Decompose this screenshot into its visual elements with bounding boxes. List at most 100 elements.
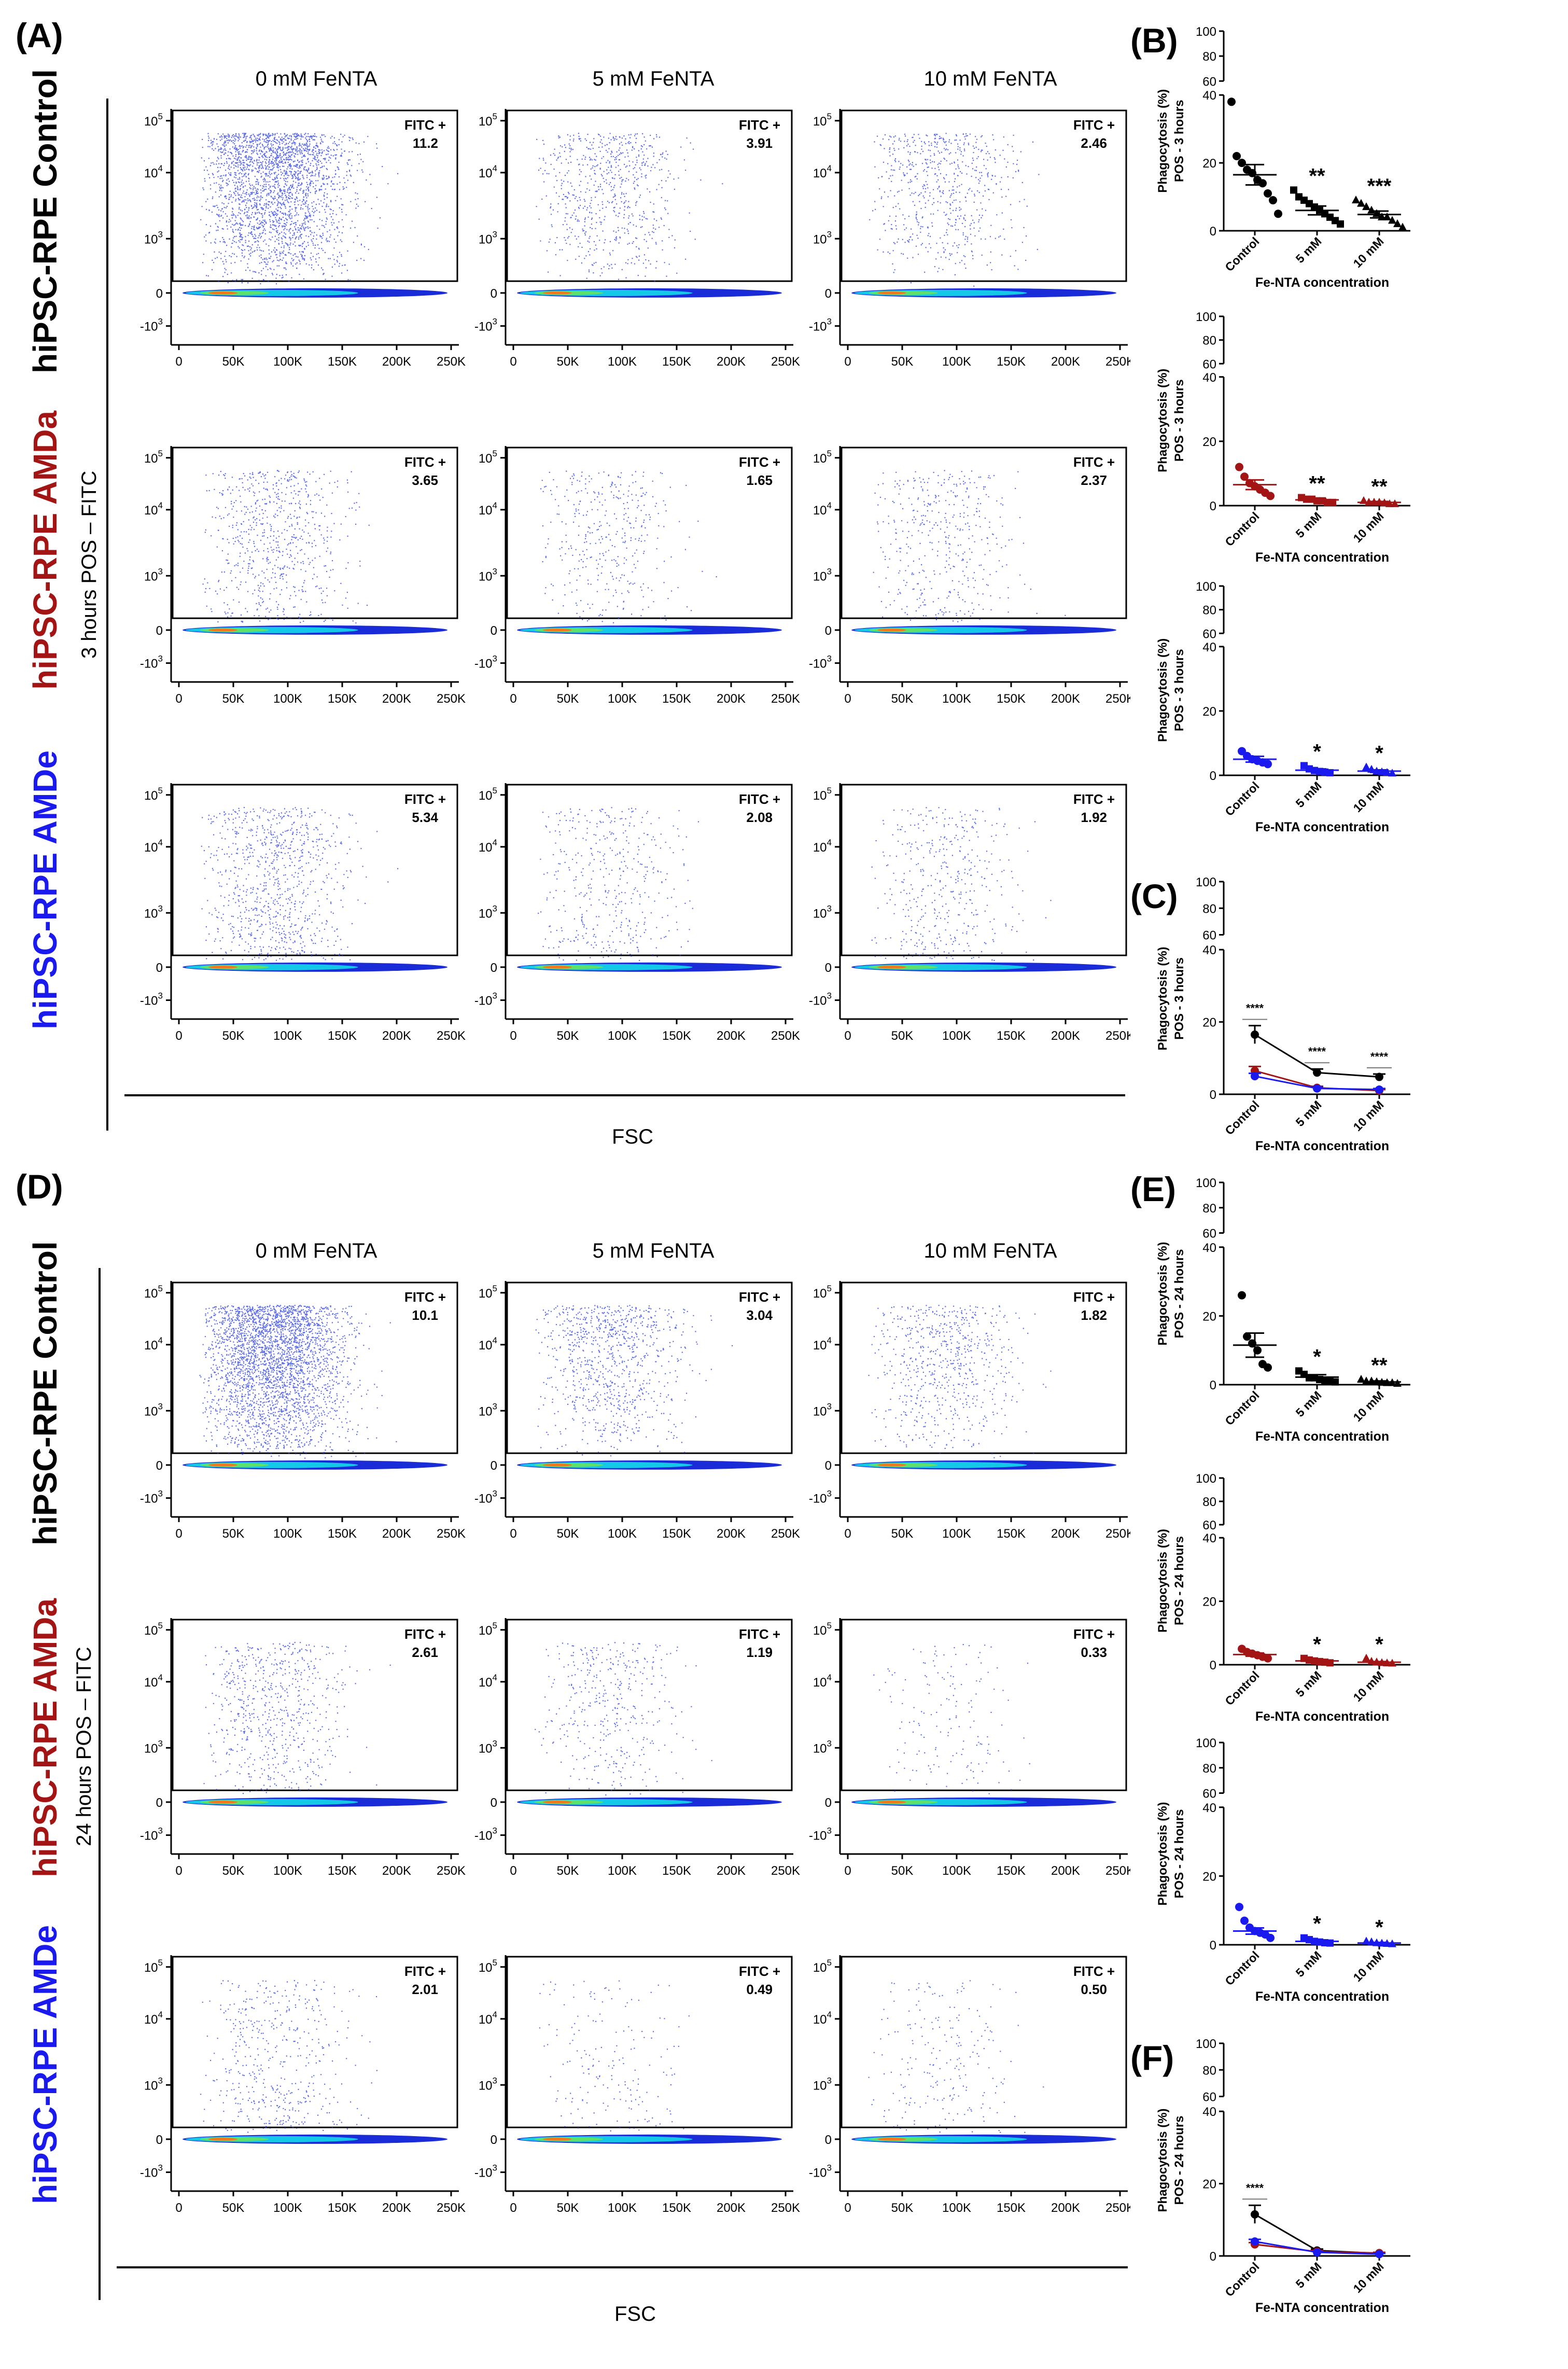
chart-y-tick-label: 80 xyxy=(1202,334,1216,348)
chart-y-label-2: POS - 24 hours xyxy=(1172,1809,1186,1898)
flow-plot-3h-r1-c2: 105 104 103 0 -103 0 50K 100K 150K 200K 250K FITC +… xyxy=(809,446,1130,706)
chart-x-label: Fe-NTA concentration xyxy=(1255,1139,1389,1153)
panel-label-e: (E) xyxy=(1130,1170,1176,1208)
flow-y-tick-label: 0 xyxy=(156,961,163,975)
chart-y-tick-label: 40 xyxy=(1202,2105,1216,2119)
flow-x-tick-label: 50K xyxy=(222,1527,245,1541)
line-c: 60 80 100 0 20 40 Phagocytosis (%) POS - 3 hour… xyxy=(1156,875,1410,1153)
flow-y-tick-label: -103 xyxy=(809,654,832,671)
flow-x-tick-label: 200K xyxy=(382,1029,411,1043)
flow-y-tick-label: 104 xyxy=(479,500,497,518)
flow-events xyxy=(535,1305,733,1457)
chart-y-tick-label: 40 xyxy=(1202,1801,1216,1815)
panel-label-c: (C) xyxy=(1130,877,1178,915)
flow-y-tick-label: 105 xyxy=(479,1958,497,1975)
flow-x-tick-label: 100K xyxy=(273,2201,302,2215)
flow-x-tick-label: 150K xyxy=(997,692,1026,706)
gate-value: 2.01 xyxy=(412,1982,438,1997)
flow-y-tick-label: 104 xyxy=(813,500,832,518)
flow-y-tick-label: 105 xyxy=(144,449,163,466)
flow-y-tick-label: 103 xyxy=(813,1738,832,1755)
data-point xyxy=(1393,1379,1402,1387)
data-point xyxy=(1235,1903,1243,1912)
chart-y-tick-label: 0 xyxy=(1210,1939,1216,1953)
panel-label-d: (D) xyxy=(16,1167,63,1206)
significance-mark: * xyxy=(1313,1345,1321,1368)
flow-x-tick-label: 0 xyxy=(175,692,182,706)
chart-y-tick-label: 80 xyxy=(1202,604,1216,618)
flow-x-tick-label: 150K xyxy=(662,1029,691,1043)
chart-x-label: Fe-NTA concentration xyxy=(1255,1429,1389,1444)
x-frame-3h xyxy=(124,1094,1125,1096)
chart-y-label: Phagocytosis (%) xyxy=(1156,89,1170,193)
chart-y-tick-label: 40 xyxy=(1202,640,1216,654)
flow-x-tick-label: 0 xyxy=(175,355,182,369)
data-point xyxy=(1264,189,1272,198)
flow-y-tick-label: 103 xyxy=(144,229,163,246)
flow-x-tick-label: 150K xyxy=(662,2201,691,2215)
panel-label-f: (F) xyxy=(1130,2039,1174,2077)
flow-y-tick-label: -103 xyxy=(140,2163,163,2180)
chart-category-label: 5 mM xyxy=(1293,1098,1324,1129)
flow-x-tick-label: 50K xyxy=(891,1029,914,1043)
flow-y-tick-label: 105 xyxy=(813,449,832,466)
gate-value: 0.33 xyxy=(1081,1645,1107,1660)
flow-events xyxy=(199,1305,397,1459)
flow-y-tick-label: 103 xyxy=(813,2075,832,2093)
flow-x-tick-label: 200K xyxy=(382,2201,411,2215)
flow-events xyxy=(203,1642,391,1794)
chart-y-tick-label: 60 xyxy=(1202,2091,1216,2105)
flow-x-tick-label: 250K xyxy=(771,1864,800,1878)
flow-y-tick-label: 0 xyxy=(491,2133,497,2147)
flow-x-tick-label: 50K xyxy=(891,1527,914,1541)
chart-y-tick-label: 80 xyxy=(1202,1495,1216,1509)
negative-population-peak xyxy=(543,1800,572,1804)
significance-mark: * xyxy=(1375,1633,1383,1656)
flow-y-tick-label: -103 xyxy=(140,654,163,671)
flow-x-tick-label: 100K xyxy=(942,355,971,369)
scatter-b-amde: 60 80 100 0 20 40 Phagocytosis (%) POS - 3 hour… xyxy=(1156,580,1410,834)
flow-plot-24h-r0-c2: 105 104 103 0 -103 0 50K 100K 150K 200K 250K FITC +… xyxy=(809,1281,1130,1541)
flow-x-tick-label: 0 xyxy=(844,1864,851,1878)
flow-x-tick-label: 150K xyxy=(662,1864,691,1878)
significance-mark: * xyxy=(1375,1916,1383,1939)
flow-x-tick-label: 0 xyxy=(175,1527,182,1541)
flow-x-tick-label: 100K xyxy=(608,1864,637,1878)
flow-y-tick-label: 0 xyxy=(491,1459,497,1473)
flow-x-tick-label: 0 xyxy=(175,1864,182,1878)
flow-x-tick-label: 200K xyxy=(717,355,746,369)
flow-events xyxy=(200,133,399,285)
chart-y-tick-label: 20 xyxy=(1202,435,1216,449)
data-point xyxy=(1238,1291,1246,1300)
flow-x-tick-label: 0 xyxy=(844,1527,851,1541)
flow-events xyxy=(536,133,723,282)
flow-x-tick-label: 150K xyxy=(997,2201,1026,2215)
flow-x-tick-label: 200K xyxy=(1051,2201,1080,2215)
flow-y-tick-label: 105 xyxy=(144,786,163,803)
flow-y-tick-label: 103 xyxy=(479,229,497,246)
flow-y-tick-label: 0 xyxy=(156,1796,163,1810)
flow-x-tick-label: 150K xyxy=(997,355,1026,369)
data-point xyxy=(1388,216,1396,224)
chart-x-label: Fe-NTA concentration xyxy=(1255,1709,1389,1724)
flow-x-tick-label: 50K xyxy=(222,1864,245,1878)
flow-x-tick-label: 100K xyxy=(608,1029,637,1043)
flow-x-tick-label: 0 xyxy=(510,1864,516,1878)
flow-x-tick-label: 50K xyxy=(891,692,914,706)
chart-y-tick-label: 80 xyxy=(1202,902,1216,916)
flow-y-tick-label: 0 xyxy=(491,961,497,975)
flow-x-tick-label: 100K xyxy=(273,355,302,369)
flow-y-tick-label: 103 xyxy=(144,1738,163,1755)
chart-x-label: Fe-NTA concentration xyxy=(1255,275,1389,290)
data-point xyxy=(1398,222,1407,231)
chart-category-label: Control xyxy=(1222,1948,1262,1988)
col-header-5mm-24h: 5 mM FeNTA xyxy=(592,1239,715,1262)
flow-y-tick-label: 0 xyxy=(156,1459,163,1473)
flow-x-tick-label: 100K xyxy=(942,692,971,706)
chart-category-label: 10 mM xyxy=(1351,1098,1387,1134)
flow-y-tick-label: -103 xyxy=(140,991,163,1008)
flow-y-tick-label: 103 xyxy=(479,903,497,921)
flow-x-tick-label: 100K xyxy=(608,1527,637,1541)
flow-x-tick-label: 250K xyxy=(1105,1029,1130,1043)
